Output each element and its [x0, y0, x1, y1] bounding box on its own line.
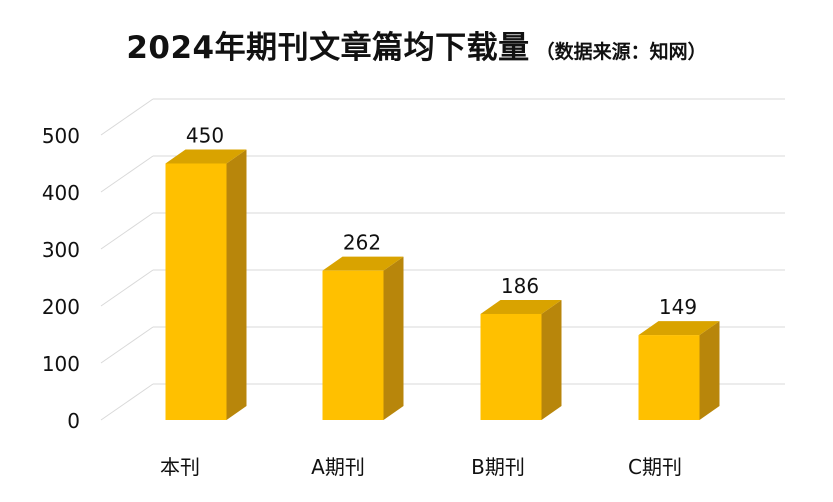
bar-front-face [165, 163, 227, 420]
x-axis-labels: 本刊 A期刊 B期刊 C期刊 [160, 455, 682, 479]
bar-side-face [699, 321, 720, 420]
y-tick-label: 200 [42, 295, 80, 319]
bar-top-face [322, 256, 404, 271]
bar-side-face [226, 149, 247, 420]
data-label: 450 [186, 124, 224, 148]
data-label: 149 [659, 295, 697, 319]
y-tick-label: 0 [67, 409, 80, 433]
x-tick-label: 本刊 [160, 455, 200, 479]
data-label: 186 [501, 274, 539, 298]
data-label: 262 [343, 231, 381, 255]
gridline-diagonal [100, 269, 154, 307]
chart-title: 2024年期刊文章篇均下载量 [126, 30, 530, 66]
data-labels-layer: 450 262 186 149 [186, 124, 697, 320]
bar-top-face [638, 321, 720, 336]
x-tick-label: B期刊 [471, 455, 525, 479]
y-tick-label: 100 [42, 352, 80, 376]
bars-layer [165, 149, 720, 420]
gridline-diagonal [100, 212, 154, 250]
bar [322, 256, 404, 420]
bar-front-face [638, 335, 700, 420]
bar [480, 299, 562, 420]
bar-front-face [322, 270, 384, 420]
y-tick-label: 400 [42, 181, 80, 205]
chart-title-block: 2024年期刊文章篇均下载量 （数据来源：知网） [0, 22, 833, 67]
gridline-diagonal [100, 383, 154, 421]
bar-front-face [480, 313, 542, 420]
y-axis-ticks: 0 100 200 300 400 500 [42, 124, 80, 433]
bar [638, 321, 720, 420]
gridline-diagonal [100, 326, 154, 364]
bar-side-face [541, 299, 562, 420]
bar-side-face [383, 256, 404, 420]
y-tick-label: 300 [42, 238, 80, 262]
bar-top-face [480, 299, 562, 314]
chart-subtitle: （数据来源：知网） [535, 41, 707, 63]
gridline-diagonal [100, 98, 154, 136]
x-tick-label: A期刊 [311, 455, 365, 479]
gridline-diagonal [100, 155, 154, 193]
y-tick-label: 500 [42, 124, 80, 148]
bar [165, 149, 247, 420]
bar-top-face [165, 149, 247, 164]
x-tick-label: C期刊 [628, 455, 682, 479]
